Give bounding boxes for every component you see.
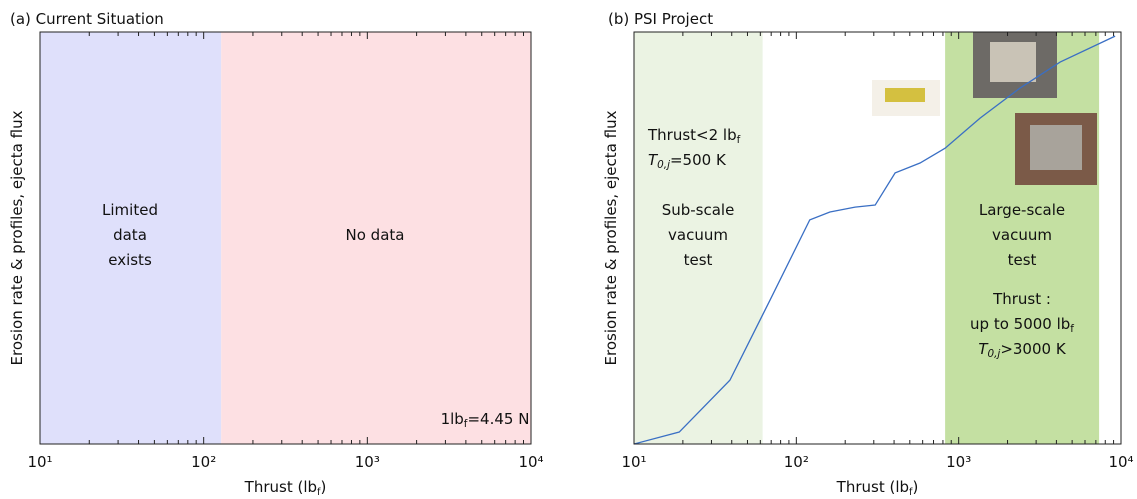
text-part: 0,j [657, 159, 670, 171]
annotation: T0,j=500 K [648, 151, 727, 171]
text-part: =500 K [670, 151, 727, 169]
text-part: 0,j [988, 348, 1001, 360]
annotation: 1lbf=4.45 N [441, 410, 530, 430]
text-part: Thrust (lb [836, 478, 909, 496]
text-part: test [1008, 251, 1037, 269]
text-part: =4.45 N [467, 410, 529, 428]
annotation: vacuum [668, 226, 728, 244]
panel-title: (b) PSI Project [608, 10, 713, 28]
annotation: T0,j>3000 K [978, 340, 1066, 360]
annotation: data [113, 226, 147, 244]
y-axis-label: Erosion rate & profiles, ejecta flux [602, 110, 620, 365]
region [634, 32, 763, 444]
annotation: up to 5000 lbf [970, 315, 1074, 335]
annotation: exists [108, 251, 152, 269]
text-part: T [648, 151, 659, 169]
text-part: f [317, 487, 321, 498]
lunar-lander-body [990, 42, 1036, 82]
x-axis-label: Thrust (lbf) [244, 478, 327, 498]
text-part: exists [108, 251, 152, 269]
region [221, 32, 531, 444]
plot-frame [633, 31, 1122, 445]
y-axis-label: Erosion rate & profiles, ejecta flux [8, 110, 26, 365]
lander-body [885, 88, 925, 102]
x-tick-label: 10¹ [27, 453, 52, 471]
x-tick-label: 10⁴ [518, 453, 543, 471]
annotation: test [684, 251, 713, 269]
annotation: Limited [102, 201, 158, 219]
text-part: f [737, 134, 741, 146]
text-part: up to 5000 lb [970, 315, 1070, 333]
annotation: Sub-scale [662, 201, 735, 219]
text-part: T [978, 340, 989, 358]
text-part: ) [912, 478, 918, 496]
text-part: Thrust<2 lb [647, 126, 737, 144]
annotation: Thrust : [992, 290, 1051, 308]
text-part: 1lb [441, 410, 464, 428]
region [945, 32, 1100, 444]
text-part: Sub-scale [662, 201, 735, 219]
pictures [872, 32, 1097, 185]
mars-lander-body [1030, 125, 1082, 170]
x-tick-label: 10¹ [621, 453, 646, 471]
x-tick-label: 10³ [355, 453, 380, 471]
x-tick-label: 10² [191, 453, 216, 471]
annotation: Thrust<2 lbf [647, 126, 741, 146]
text-part: No data [346, 226, 405, 244]
x-tick-label: 10² [784, 453, 809, 471]
text-part: f [909, 487, 913, 498]
text-part: ) [320, 478, 326, 496]
panel-title: (a) Current Situation [10, 10, 164, 28]
annotation: No data [346, 226, 405, 244]
x-tick-label: 10³ [946, 453, 971, 471]
plot-frame [39, 31, 532, 445]
data-line [633, 35, 1116, 445]
text-part: vacuum [992, 226, 1052, 244]
annotation: Large-scale [979, 201, 1065, 219]
x-axis-label: Thrust (lbf) [836, 478, 919, 498]
text-part: Thrust (lb [244, 478, 317, 496]
annotation: vacuum [992, 226, 1052, 244]
region [40, 32, 222, 444]
text-part: f [1070, 323, 1074, 335]
text-part: data [113, 226, 147, 244]
x-tick-label: 10⁴ [1108, 453, 1133, 471]
text-part: vacuum [668, 226, 728, 244]
text-part: test [684, 251, 713, 269]
text-part: Large-scale [979, 201, 1065, 219]
text-part: Thrust : [992, 290, 1051, 308]
text-part: >3000 K [1000, 340, 1067, 358]
annotation: test [1008, 251, 1037, 269]
text-part: f [464, 418, 468, 430]
text-part: Limited [102, 201, 158, 219]
backgrounds [40, 32, 1100, 444]
